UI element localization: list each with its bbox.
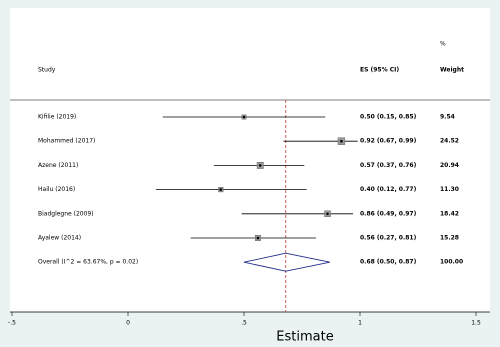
study-name: Biadglegne (2009) [38,210,94,217]
ci-label: 0.50 (0.15, 0.85) [360,114,417,121]
overall-diamond [243,252,330,272]
ci-label: 0.40 (0.12, 0.77) [360,186,417,193]
point-estimate [242,115,246,119]
ci-label: 0.92 (0.67, 0.99) [360,138,417,145]
header-percent: % [440,41,446,48]
x-tick-label: .5 [241,320,247,327]
point-estimate [256,236,260,240]
overall-ci-label: 0.68 (0.50, 0.87) [360,259,417,266]
ci-label: 0.57 (0.37, 0.76) [360,162,417,169]
study-name: Kifilie (2019) [38,114,76,121]
plot-area [10,8,490,312]
x-tick-label: 1 [358,320,362,327]
point-estimate [219,188,223,191]
point-estimate [326,212,329,216]
weight-label: 24.52 [440,138,459,145]
point-estimate [340,139,343,143]
weight-label: 11.30 [440,186,459,193]
header-study: Study [38,67,56,74]
ci-label: 0.56 (0.27, 0.81) [360,235,417,242]
weight-label: 18.42 [440,210,459,217]
weight-label: 15.28 [440,235,459,242]
x-tick-label: 0 [126,320,130,327]
point-estimate [258,164,262,167]
x-tick-label: 1.5 [471,320,481,327]
x-tick-label: -.5 [8,320,16,327]
study-name: Mohammed (2017) [38,138,95,145]
study-name: Ayalew (2014) [38,235,81,242]
weight-label: 20.94 [440,162,459,169]
header-es: ES (95% CI) [360,67,399,74]
header-weight: Weight [440,67,464,74]
x-axis-title: Estimate [276,330,333,345]
study-name: Hailu (2016) [38,186,75,193]
study-name: Azene (2011) [38,162,78,169]
overall-weight-label: 100.00 [440,259,463,266]
weight-label: 9.54 [440,114,455,121]
overall-label: Overall (I^2 = 63.67%, p = 0.02) [38,259,138,266]
ci-label: 0.86 (0.49, 0.97) [360,210,417,217]
